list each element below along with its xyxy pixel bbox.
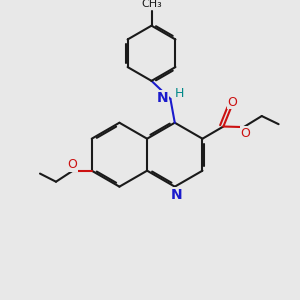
- Text: O: O: [67, 158, 77, 171]
- Text: O: O: [227, 96, 237, 109]
- Text: H: H: [174, 87, 184, 100]
- Text: O: O: [241, 127, 250, 140]
- Text: N: N: [157, 91, 168, 105]
- Text: CH₃: CH₃: [141, 0, 162, 9]
- Text: N: N: [171, 188, 182, 202]
